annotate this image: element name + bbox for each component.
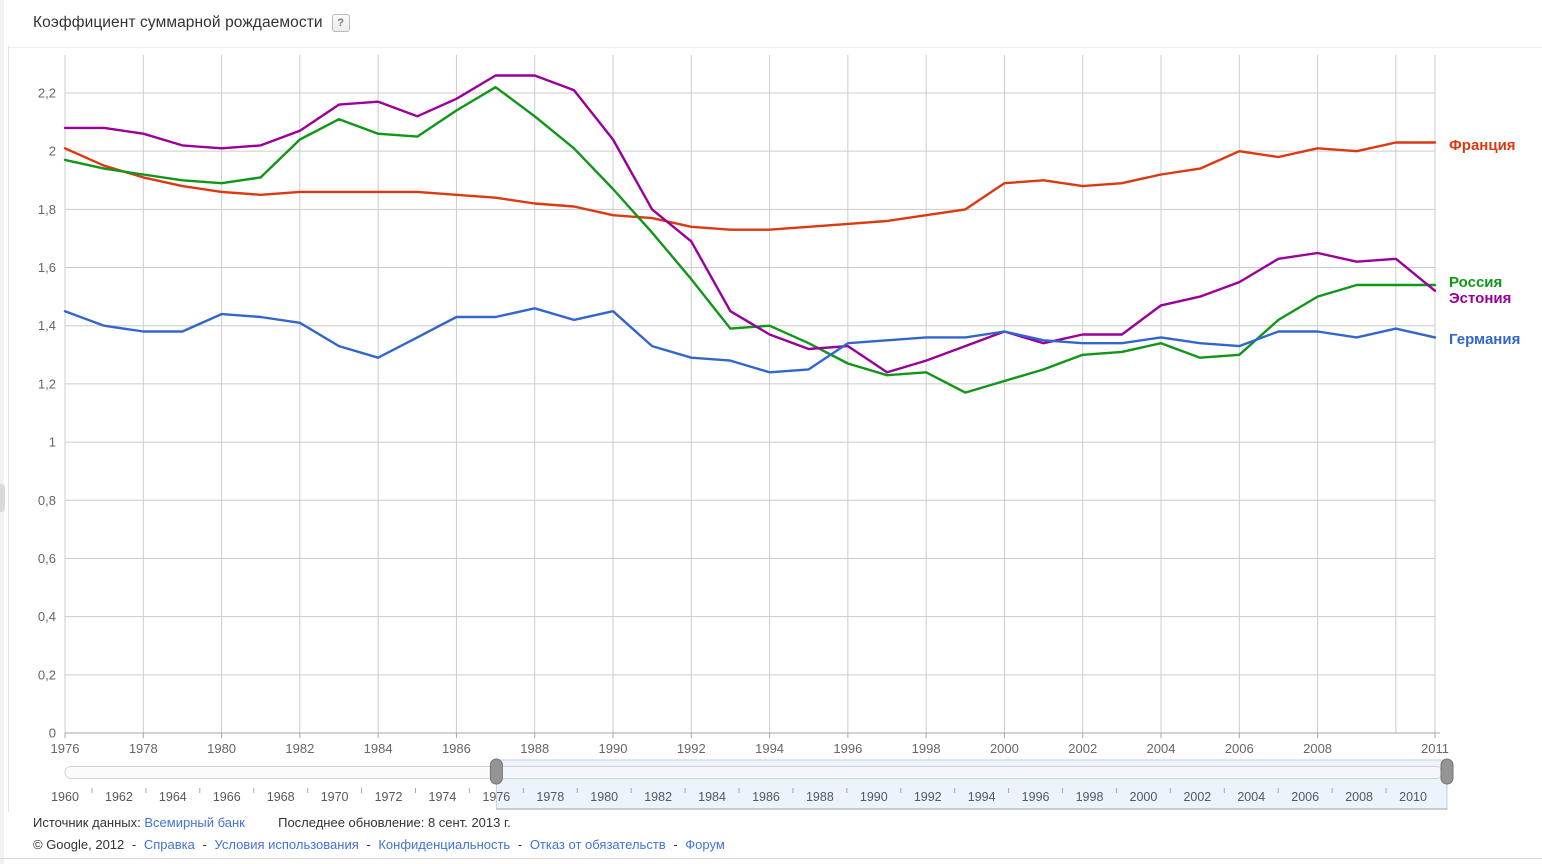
y-axis-label: 0: [49, 726, 56, 741]
x-axis-label: 2000: [990, 741, 1019, 756]
y-axis-label: 2: [49, 144, 56, 159]
page-title: Коэффициент суммарной рождаемости: [33, 14, 323, 31]
x-axis-label: 1990: [599, 741, 628, 756]
divider-horizontal-bottom: [0, 858, 1542, 859]
x-axis-label: 1996: [833, 741, 862, 756]
x-axis-label: 1994: [755, 741, 784, 756]
x-axis-label: 1976: [51, 741, 80, 756]
y-axis-label: 1: [49, 435, 56, 450]
slider-year-label: 1976: [482, 790, 510, 804]
footer-link-disclaimer[interactable]: Отказ от обязательств: [529, 837, 666, 852]
slider-year-label: 1992: [914, 790, 942, 804]
slider-year-label: 1972: [375, 790, 403, 804]
x-axis-label: 1984: [364, 741, 393, 756]
series-line-estonia[interactable]: [63, 74, 1437, 374]
slider-year-label: 1990: [860, 790, 888, 804]
y-axis-label: 0,4: [38, 609, 56, 624]
side-panel-edge: [0, 0, 4, 864]
side-panel-handle[interactable]: [0, 484, 5, 512]
legend-label-germany: Германия: [1449, 331, 1520, 348]
footer: Источник данных: Всемирный банк Последне…: [33, 815, 725, 852]
slider-year-label: 2010: [1399, 790, 1427, 804]
x-axis-label: 1978: [129, 741, 158, 756]
y-axis-label: 0,2: [38, 667, 56, 682]
y-axis-label: 1,4: [38, 318, 56, 333]
footer-link-privacy[interactable]: Конфиденциальность: [378, 837, 511, 852]
divider-vertical: [8, 46, 9, 812]
fertility-chart: 0 0,2 0,4 0,6 0,8 1 1,2 1,4 1,6 1,8 2 2,2 1976 1978 19…: [38, 55, 1520, 810]
slider-year-label: 1962: [105, 790, 133, 804]
slider-year-label: 1960: [51, 790, 79, 804]
x-axis-label: 1986: [442, 741, 471, 756]
source-label: Источник данных:: [33, 815, 141, 830]
y-axis-label: 1,8: [38, 202, 56, 217]
legend-label-russia: Россия: [1449, 274, 1502, 291]
footer-link-forum[interactable]: Форум: [685, 837, 725, 852]
last-updated-text: Последнее обновление: 8 сент. 2013 г.: [278, 815, 511, 830]
slider-year-label: 1964: [159, 790, 187, 804]
y-axis-label: 1,6: [38, 260, 56, 275]
slider-year-label: 1998: [1076, 790, 1104, 804]
slider-year-label: 1994: [968, 790, 996, 804]
x-axis-label: 1998: [912, 741, 941, 756]
x-axis-label: 1980: [207, 741, 236, 756]
slider-year-label: 2006: [1291, 790, 1319, 804]
x-axis-label: 2011: [1421, 741, 1449, 756]
slider-right-handle[interactable]: [1440, 758, 1454, 785]
series-line-russia[interactable]: [63, 85, 1437, 394]
slider-year-label: 1966: [213, 790, 241, 804]
footer-link-help[interactable]: Справка: [143, 837, 195, 852]
y-axis-label: 0,8: [38, 493, 56, 508]
series-line-germany[interactable]: [63, 307, 1437, 374]
slider-year-label: 2004: [1237, 790, 1265, 804]
slider-left-handle[interactable]: [489, 758, 503, 785]
slider-year-label: 2002: [1183, 790, 1211, 804]
copyright-text: © Google, 2012: [33, 837, 125, 852]
y-axis-label: 0,6: [38, 551, 56, 566]
slider-year-label: 2000: [1130, 790, 1158, 804]
x-axis-label: 1988: [520, 741, 549, 756]
series-line-france[interactable]: [63, 141, 1437, 231]
legend-label-france: Франция: [1449, 137, 1516, 154]
slider-year-label: 1978: [536, 790, 564, 804]
x-axis-label: 1992: [677, 741, 706, 756]
slider-year-label: 1974: [429, 790, 457, 804]
x-axis-label: 2008: [1303, 741, 1332, 756]
source-link[interactable]: Всемирный банк: [144, 815, 245, 830]
x-axis-label: 2006: [1225, 741, 1254, 756]
y-axis-label: 1,2: [38, 376, 56, 391]
help-icon[interactable]: ?: [331, 14, 350, 32]
x-axis-label: 1982: [285, 741, 314, 756]
slider-year-label: 1996: [1022, 790, 1050, 804]
slider-year-label: 1986: [752, 790, 780, 804]
divider-horizontal-top: [9, 47, 1542, 48]
slider-year-label: 1970: [321, 790, 349, 804]
slider-year-label: 1982: [644, 790, 672, 804]
legend-label-estonia: Эстония: [1449, 290, 1511, 307]
x-axis-label: 2004: [1147, 741, 1176, 756]
slider-year-label: 1988: [806, 790, 834, 804]
slider-track-selected: [496, 767, 1440, 778]
slider-year-label: 1980: [590, 790, 618, 804]
slider-year-label: 1968: [267, 790, 295, 804]
slider-year-label: 1984: [698, 790, 726, 804]
x-axis-label: 2002: [1068, 741, 1097, 756]
y-axis-label: 2,2: [38, 86, 56, 101]
footer-link-terms[interactable]: Условия использования: [214, 837, 359, 852]
slider-year-label: 2008: [1345, 790, 1373, 804]
